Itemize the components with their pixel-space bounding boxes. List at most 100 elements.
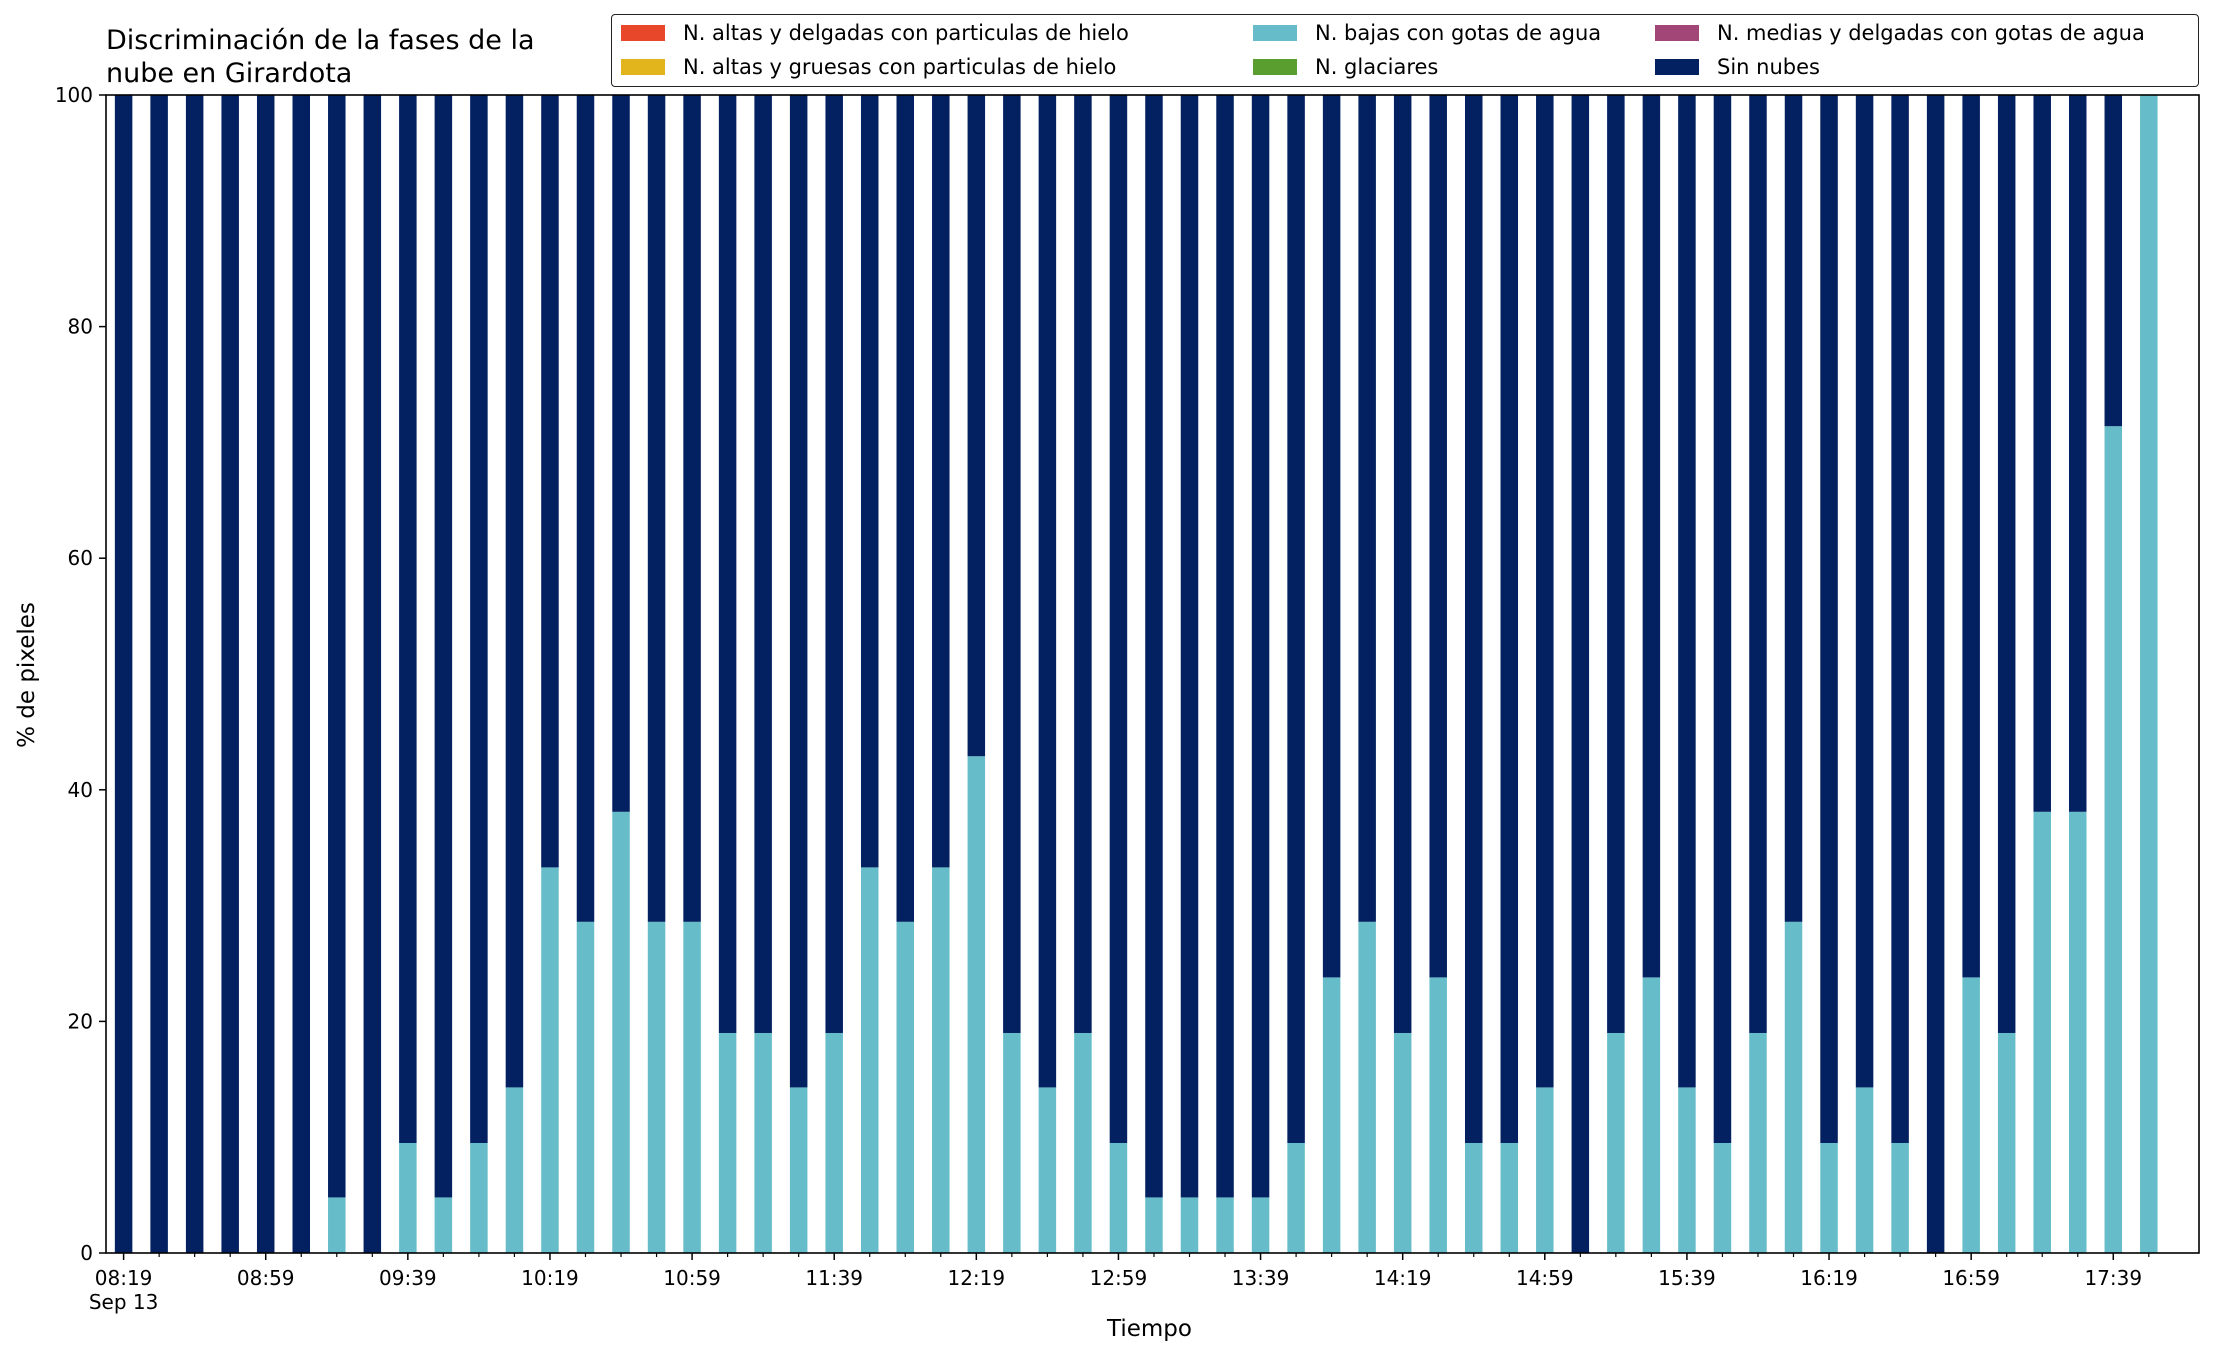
bar-segment-37-5 [1429,95,1447,978]
bar-segment-53-2 [1997,1032,2016,1253]
bar-segment-17-2 [718,1032,737,1253]
bar-segment-11-5 [505,95,524,1088]
x-tick-label-1: 08:59 [237,1266,295,1290]
bar-segment-48-5 [1820,95,1838,1143]
bar-segment-52-2 [1962,977,1980,1253]
legend-swatch [1655,59,1699,75]
bar-segment-34-5 [1322,95,1341,978]
bar-segment-23-2 [932,867,950,1253]
bar-segment-7-5 [363,95,382,1253]
bar-segment-30-2 [1180,1197,1199,1253]
bar-segment-42-2 [1607,1032,1625,1253]
bar-segment-39-5 [1500,95,1519,1143]
legend-item-medias-delgadas-gotas: N. medias y delgadas con gotas de agua [1655,21,2145,45]
legend-swatch [1253,59,1297,75]
bar-segment-13-2 [576,921,595,1253]
bar-segment-46-5 [1749,95,1767,1033]
bar-segment-49-2 [1855,1087,1874,1253]
bar-segment-47-2 [1784,921,1803,1253]
bar-segment-52-5 [1962,95,1980,978]
legend-item-glaciares: N. glaciares [1253,55,1438,79]
legend-item-altas-delgadas-hielo: N. altas y delgadas con particulas de hi… [621,21,1129,45]
bar-segment-16-5 [683,95,701,922]
legend-label: N. altas y delgadas con particulas de hi… [683,21,1129,45]
bar-segment-15-2 [647,921,666,1253]
legend-swatch [621,59,665,75]
bar-segment-18-2 [754,1032,772,1253]
bar-segment-38-5 [1464,95,1483,1143]
bar-segment-37-2 [1429,977,1447,1253]
bar-segment-21-5 [860,95,879,868]
bar-segment-34-2 [1322,977,1341,1253]
bar-segment-19-2 [789,1087,808,1253]
legend: N. altas y delgadas con particulas de hi… [611,14,2199,87]
x-tick-label-0: 08:19 [95,1266,153,1290]
bar-segment-40-2 [1536,1087,1554,1253]
bar-segment-4-5 [256,95,275,1253]
bar-segment-29-5 [1145,95,1163,1198]
bar-segment-14-5 [612,95,630,812]
bar-segment-36-2 [1393,1032,1412,1253]
legend-item-bajas-gotas-agua: N. bajas con gotas de agua [1253,21,1601,45]
bar-segment-9-5 [434,95,453,1198]
bar-segment-47-5 [1784,95,1803,922]
bar-segment-24-2 [967,756,986,1253]
x-tick-label-13: 16:59 [1942,1266,2000,1290]
bar-segment-25-2 [1003,1032,1021,1253]
x-tick-label-5: 11:39 [805,1266,863,1290]
bar-segment-0-5 [114,95,133,1253]
bar-segment-45-5 [1713,95,1732,1143]
y-axis-label: % de pixeles [14,602,40,748]
y-tick-label-3: 60 [68,546,93,570]
x-tick-label-2: 09:39 [379,1266,437,1290]
bar-segment-21-2 [860,867,879,1253]
bar-segment-56-2 [2104,426,2123,1253]
x-tick-label-9: 14:19 [1374,1266,1432,1290]
bar-segment-22-2 [896,921,915,1253]
bar-segment-25-5 [1003,95,1021,1033]
bar-segment-23-5 [932,95,950,868]
legend-item-altas-gruesas-hielo: N. altas y gruesas con particulas de hie… [621,55,1116,79]
bar-segment-55-5 [2069,95,2087,812]
bar-segment-10-2 [470,1142,488,1253]
bar-segment-10-5 [470,95,488,1143]
x-tick-sublabel-0: Sep 13 [89,1290,159,1314]
bar-segment-12-2 [541,867,559,1253]
bar-segment-29-2 [1145,1197,1163,1253]
bar-segment-12-5 [541,95,559,868]
bar-segment-9-2 [434,1197,453,1253]
y-tick-label-1: 20 [68,1009,93,1033]
bar-segment-55-2 [2069,811,2087,1253]
x-tick-label-10: 14:59 [1516,1266,1574,1290]
bar-segment-42-5 [1607,95,1625,1033]
bar-segment-1-5 [150,95,168,1253]
x-tick-label-6: 12:19 [947,1266,1005,1290]
bar-segment-20-5 [825,95,843,1033]
y-tick-label-4: 80 [68,315,93,339]
bar-segment-32-5 [1251,95,1270,1198]
bar-segment-8-2 [399,1142,417,1253]
x-axis-label: Tiempo [1107,1316,1192,1342]
bar-segment-49-5 [1855,95,1874,1088]
bar-segment-33-2 [1287,1142,1305,1253]
chart-title: Discriminación de la fases de la nube en… [106,24,535,90]
bar-segment-19-5 [789,95,808,1088]
bar-segment-22-5 [896,95,915,922]
y-tick-label-2: 40 [68,778,93,802]
bar-segment-56-5 [2104,95,2123,427]
bar-segment-35-5 [1358,95,1376,922]
bar-segment-24-5 [967,95,986,757]
bar-segment-28-2 [1109,1142,1128,1253]
chart-title-line-2: nube en Girardota [106,58,353,89]
bar-segment-32-2 [1251,1197,1270,1253]
bar-segment-51-5 [1926,95,1945,1253]
bar-segment-40-5 [1536,95,1554,1088]
bar-segment-28-5 [1109,95,1128,1143]
y-axis: 0 20 40 60 80 100 [55,83,106,1265]
bar-segment-57-2 [2140,95,2158,1253]
x-tick-label-8: 13:39 [1232,1266,1290,1290]
y-tick-label-0: 0 [80,1241,93,1265]
bar-segment-44-5 [1678,95,1696,1088]
bar-segment-18-5 [754,95,772,1033]
